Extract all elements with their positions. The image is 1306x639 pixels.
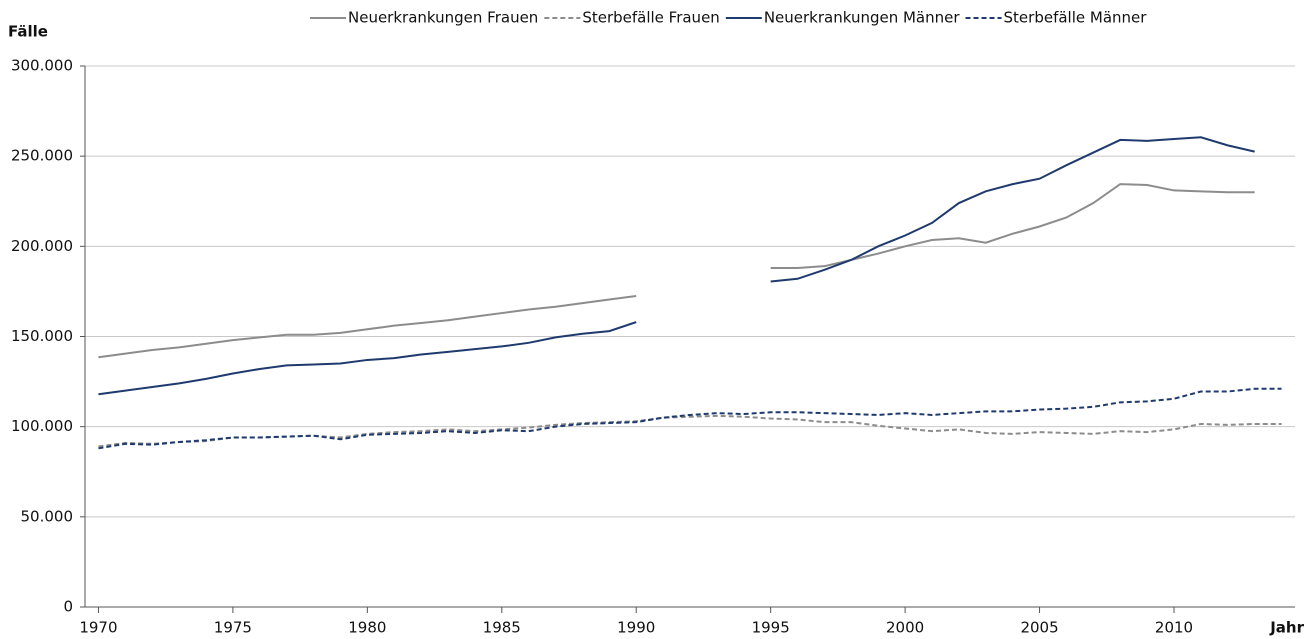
line [770, 183, 1255, 269]
y-tick-label: 50.000 [21, 507, 74, 525]
x-tick-label: 1995 [752, 619, 790, 637]
x-tick-label: 2000 [886, 619, 924, 637]
y-tick-label: 250.000 [11, 147, 73, 165]
legend-label: Neuerkrankungen Frauen [348, 9, 538, 27]
line [98, 414, 1282, 448]
legend-label: Sterbefälle Frauen [582, 9, 720, 27]
x-tick-label: 1975 [214, 619, 252, 637]
line [98, 321, 637, 396]
y-tick-label: 150.000 [11, 327, 73, 345]
y-tick-label: 100.000 [11, 417, 73, 435]
x-tick-label: 1990 [617, 619, 655, 637]
x-tick-label: 1980 [348, 619, 386, 637]
x-tick-label: 2010 [1155, 619, 1193, 637]
x-tick-label: 1985 [483, 619, 521, 637]
y-axis-title: Fälle [8, 23, 48, 41]
y-tick-label: 200.000 [11, 237, 73, 255]
x-axis-title: Jahr [1269, 619, 1304, 637]
legend-label: Sterbefälle Männer [1004, 9, 1148, 27]
y-tick-label: 0 [63, 598, 73, 616]
y-tick-label: 300.000 [11, 57, 73, 75]
line [98, 294, 637, 359]
x-tick-label: 2005 [1020, 619, 1058, 637]
line [770, 136, 1255, 283]
x-tick-label: 1970 [79, 619, 117, 637]
legend-label: Neuerkrankungen Männer [764, 9, 961, 27]
line [98, 387, 1282, 450]
